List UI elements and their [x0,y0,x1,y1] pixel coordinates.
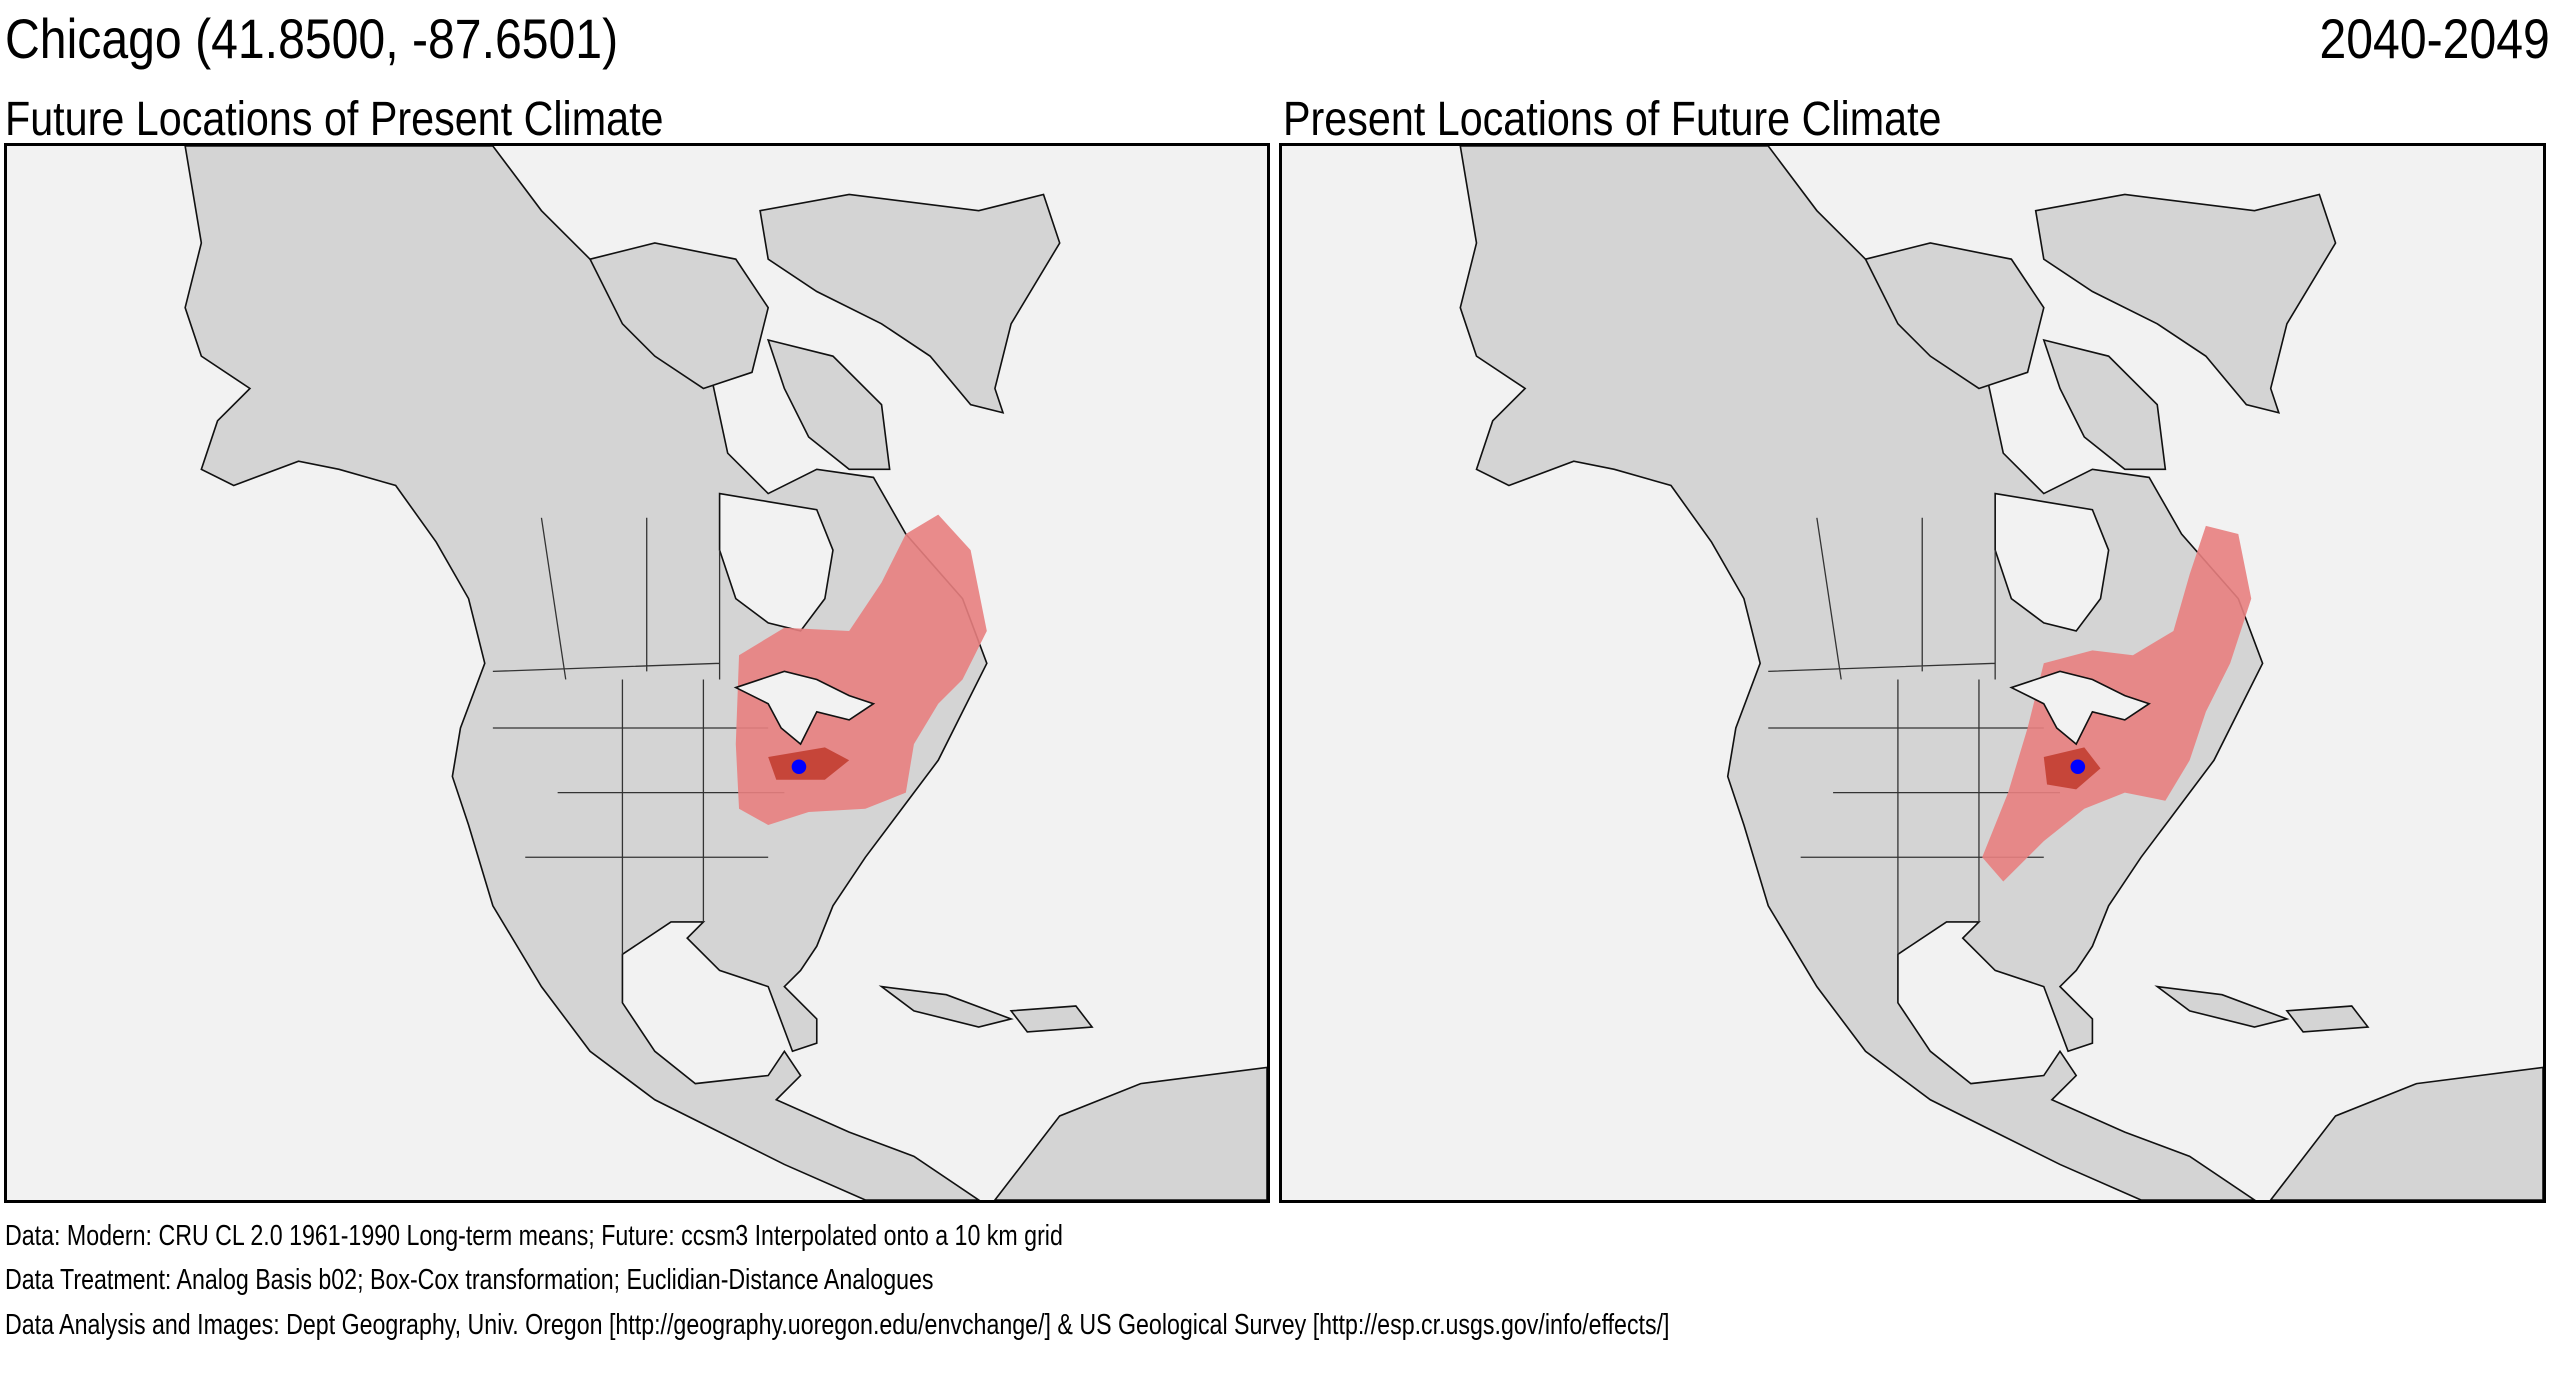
map-present-locations [1279,143,2546,1203]
analog-region [735,514,987,825]
great-lakes [2009,670,2151,746]
analog-region-strong [768,747,850,780]
footer-data: Data: Modern: CRU CL 2.0 1961-1990 Long-… [5,1220,1063,1252]
footer-treatment: Data Treatment: Analog Basis b02; Box-Co… [5,1264,934,1296]
arctic-islands [1864,242,2045,390]
panel-title-left: Future Locations of Present Climate [5,93,664,146]
baffin-island [2042,338,2167,471]
hispaniola [1009,1005,1094,1033]
hudson-bay [718,492,834,632]
cuba [2154,985,2290,1028]
site-marker-chicago [2070,759,2086,775]
greenland [759,193,1061,414]
map-future-locations [4,143,1270,1203]
boundary-lines [492,517,785,955]
hispaniola [2285,1005,2370,1033]
period-title: 2040-2049 [2319,7,2550,70]
south-america [993,1066,1267,1200]
map-svg-left [7,146,1267,1200]
location-title: Chicago (41.8500, -87.6501) [5,7,619,70]
greenland [2034,193,2337,414]
cuba [878,985,1014,1028]
south-america [2269,1066,2543,1200]
arctic-islands [588,242,770,390]
map-svg-right [1282,146,2543,1200]
site-marker-chicago [791,759,807,775]
great-lakes [733,670,876,746]
hudson-bay [1994,492,2110,632]
footer-analysis: Data Analysis and Images: Dept Geography… [5,1309,1670,1341]
boundary-lines [1768,517,2060,955]
panel-title-right: Present Locations of Future Climate [1283,93,1942,146]
baffin-island [766,338,891,471]
